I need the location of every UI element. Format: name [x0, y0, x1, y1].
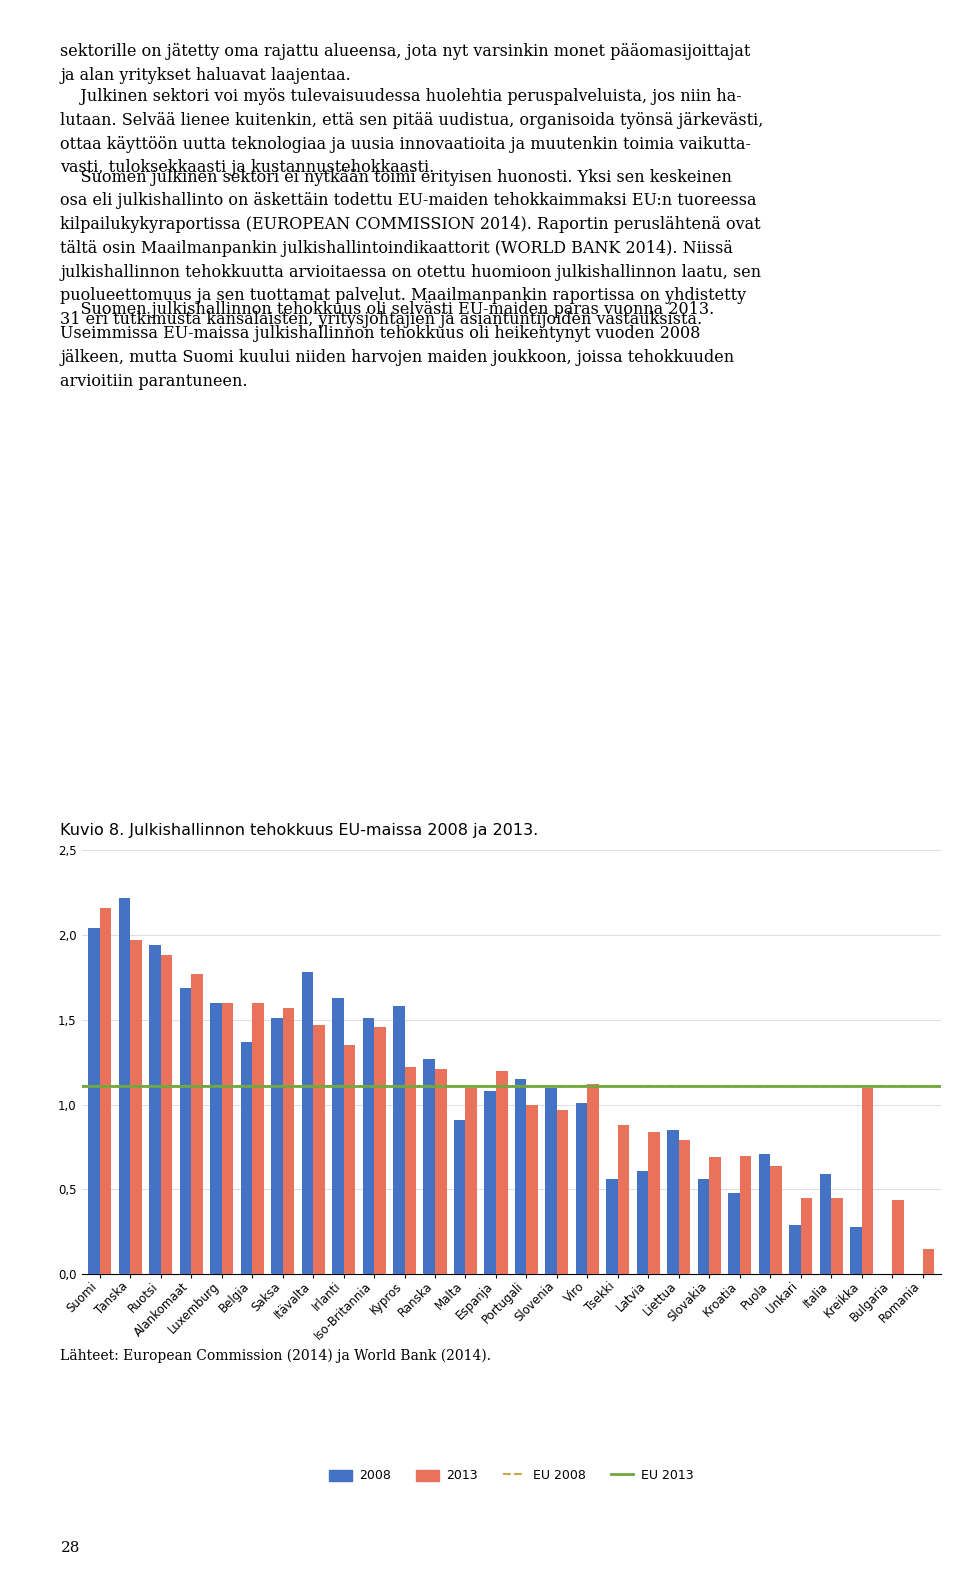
Bar: [698, 1179, 709, 1274]
Bar: [423, 1059, 435, 1274]
Bar: [241, 1042, 252, 1274]
Bar: [588, 1084, 599, 1274]
Bar: [789, 1225, 801, 1274]
Bar: [618, 1126, 630, 1274]
Bar: [923, 1249, 934, 1274]
Bar: [709, 1157, 721, 1274]
Bar: [728, 1194, 740, 1274]
Bar: [210, 1002, 222, 1274]
Bar: [191, 974, 203, 1274]
Bar: [344, 1045, 355, 1274]
Bar: [679, 1140, 690, 1274]
Bar: [820, 1175, 831, 1274]
Bar: [454, 1119, 466, 1274]
Bar: [100, 907, 111, 1274]
Bar: [282, 1008, 295, 1274]
Bar: [363, 1018, 374, 1274]
Bar: [149, 945, 161, 1274]
Text: Lähteet: European Commission (2014) ja World Bank (2014).: Lähteet: European Commission (2014) ja W…: [60, 1349, 492, 1363]
Bar: [466, 1088, 477, 1274]
Bar: [801, 1198, 812, 1274]
Text: 28: 28: [60, 1540, 80, 1555]
Bar: [576, 1103, 588, 1274]
Bar: [88, 928, 100, 1274]
Bar: [607, 1179, 618, 1274]
Bar: [485, 1091, 496, 1274]
Bar: [667, 1130, 679, 1274]
Legend: 2008, 2013, EU 2008, EU 2013: 2008, 2013, EU 2008, EU 2013: [323, 1463, 700, 1488]
Bar: [740, 1156, 752, 1274]
Bar: [271, 1018, 282, 1274]
Bar: [161, 955, 173, 1274]
Bar: [393, 1007, 404, 1274]
Bar: [831, 1198, 843, 1274]
Bar: [515, 1080, 526, 1274]
Text: Suomen julkinen sektori ei nytkään toimi erityisen huonosti. Yksi sen keskeinen
: Suomen julkinen sektori ei nytkään toimi…: [60, 169, 761, 328]
Bar: [770, 1165, 781, 1274]
Text: sektorille on jätetty oma rajattu alueensa, jota nyt varsinkin monet pääomasijoi: sektorille on jätetty oma rajattu alueen…: [60, 43, 751, 84]
Bar: [861, 1088, 874, 1274]
Bar: [545, 1088, 557, 1274]
Bar: [850, 1227, 861, 1274]
Bar: [301, 972, 313, 1274]
Bar: [636, 1171, 648, 1274]
Bar: [557, 1110, 568, 1274]
Bar: [758, 1154, 770, 1274]
Bar: [222, 1002, 233, 1274]
Text: Suomen julkishallinnon tehokkuus oli selvästi EU-maiden paras vuonna 2013.
Useim: Suomen julkishallinnon tehokkuus oli sel…: [60, 301, 734, 389]
Bar: [131, 940, 142, 1274]
Bar: [374, 1026, 386, 1274]
Bar: [526, 1105, 538, 1274]
Bar: [119, 898, 131, 1274]
Text: Kuvio 8. Julkishallinnon tehokkuus EU-maissa 2008 ja 2013.: Kuvio 8. Julkishallinnon tehokkuus EU-ma…: [60, 823, 539, 837]
Bar: [404, 1067, 416, 1274]
Bar: [180, 988, 191, 1274]
Bar: [435, 1069, 446, 1274]
Bar: [648, 1132, 660, 1274]
Text: Julkinen sektori voi myös tulevaisuudessa huolehtia peruspalveluista, jos niin h: Julkinen sektori voi myös tulevaisuudess…: [60, 89, 764, 176]
Bar: [252, 1002, 264, 1274]
Bar: [313, 1024, 324, 1274]
Bar: [892, 1200, 903, 1274]
Bar: [332, 997, 344, 1274]
Bar: [496, 1070, 508, 1274]
